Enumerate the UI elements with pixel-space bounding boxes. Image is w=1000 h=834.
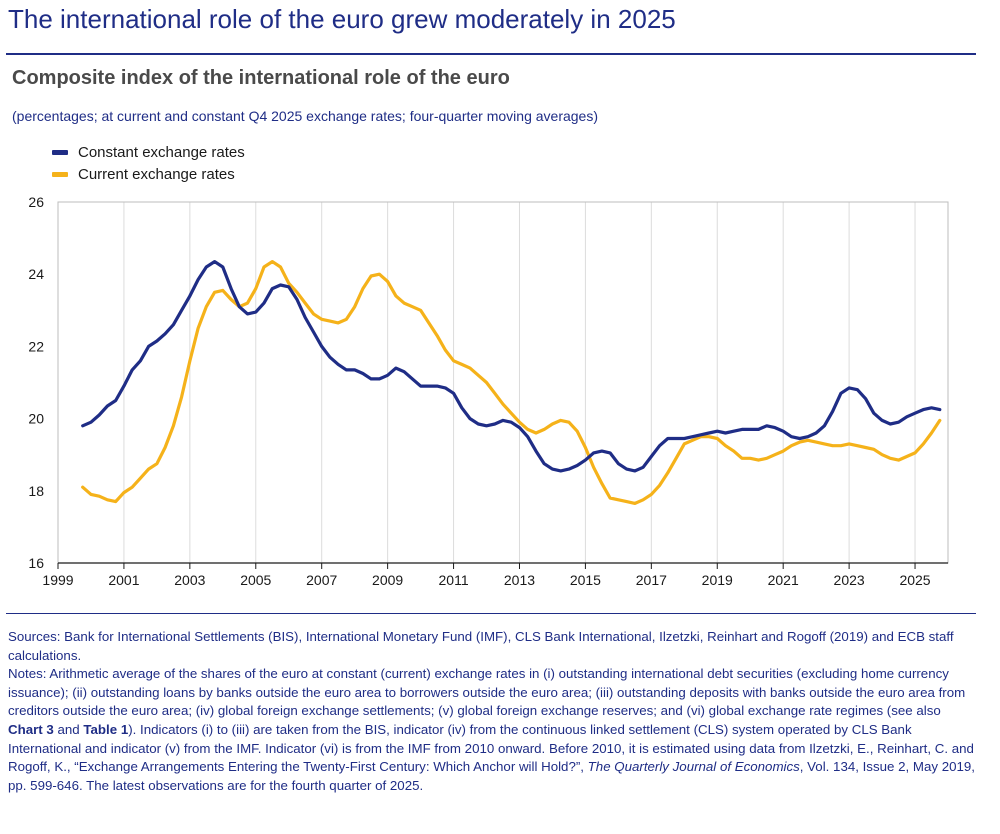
x-tick-label-2007: 2007 xyxy=(306,572,337,588)
plot-frame xyxy=(57,201,949,564)
table-1-ref: Table 1 xyxy=(83,721,129,737)
x-tick-label-2011: 2011 xyxy=(439,572,469,588)
page-headline: The international role of the euro grew … xyxy=(8,4,676,34)
x-tick-label-2025: 2025 xyxy=(899,572,930,588)
chart-title: Composite index of the international rol… xyxy=(12,67,510,89)
legend-label-current: Current exchange rates xyxy=(78,165,235,183)
x-tick-label-2021: 2021 xyxy=(768,572,799,588)
x-tick-label-2005: 2005 xyxy=(240,572,271,588)
legend-swatch-constant xyxy=(52,149,68,155)
y-tick-label-26: 26 xyxy=(28,194,44,210)
y-tick-label-20: 20 xyxy=(28,411,44,427)
x-tick-label-2013: 2013 xyxy=(504,572,535,588)
series-line-constant xyxy=(81,260,942,473)
chart-notes: Sources: Bank for International Settleme… xyxy=(8,628,976,795)
chart-subtitle: (percentages; at current and constant Q4… xyxy=(12,108,599,124)
notes-part-2: ). Indicators (i) to (iii) are taken fro… xyxy=(8,721,974,775)
x-tick-label-2009: 2009 xyxy=(372,572,403,588)
y-tick-label-22: 22 xyxy=(28,338,44,354)
y-tick-label-24: 24 xyxy=(28,266,44,282)
sources-text: Sources: Bank for International Settleme… xyxy=(8,629,954,663)
legend-swatch-current xyxy=(52,171,68,177)
x-tick-label-2015: 2015 xyxy=(570,572,601,588)
y-tick-label-16: 16 xyxy=(28,555,44,571)
notes-text: Notes: Arithmetic average of the shares … xyxy=(8,665,976,795)
x-tick-label-2017: 2017 xyxy=(636,572,667,588)
x-tick-label-2001: 2001 xyxy=(108,572,139,588)
legend-item-current: Current exchange rates xyxy=(52,163,245,185)
y-tick-label-18: 18 xyxy=(28,483,44,499)
notes-and: and xyxy=(53,721,84,737)
legend-item-constant: Constant exchange rates xyxy=(52,141,245,163)
chart-legend: Constant exchange rates Current exchange… xyxy=(52,141,245,185)
x-tick-label-2003: 2003 xyxy=(174,572,205,588)
x-tick-label-2019: 2019 xyxy=(702,572,733,588)
line-chart: 16 18 20 22 24 26 1999 2001 2003 2005 2007 2009 2011… xyxy=(28,194,949,588)
chart-3-ref: Chart 3 xyxy=(8,721,54,737)
notes-part-1: Notes: Arithmetic average of the shares … xyxy=(8,666,966,719)
x-tick-label-1999: 1999 xyxy=(42,572,73,588)
series-line-current xyxy=(81,260,942,505)
journal-name: The Quarterly Journal of Economics xyxy=(587,759,800,775)
x-tick-label-2023: 2023 xyxy=(834,572,865,588)
notes-rule xyxy=(6,613,976,614)
notes-part-3: , Vol. 134, Issue 2, May 2019, pp. 599-6… xyxy=(8,759,975,793)
legend-label-constant: Constant exchange rates xyxy=(78,143,245,161)
header-rule xyxy=(6,53,976,55)
